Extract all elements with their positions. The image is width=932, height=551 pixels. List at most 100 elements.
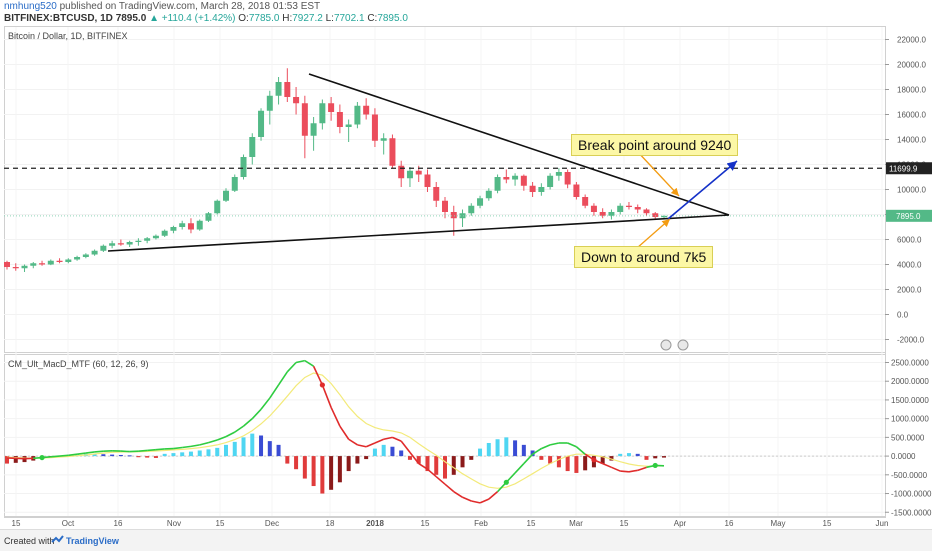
candle-body (512, 176, 518, 180)
macd-line-segment (620, 471, 629, 472)
histogram-bar (662, 456, 666, 457)
histogram-bar (653, 456, 657, 458)
annotation-down-target[interactable]: Down to around 7k5 (574, 246, 713, 268)
candle-body (311, 123, 317, 136)
histogram-bar (504, 437, 508, 456)
histogram-bar (268, 441, 272, 456)
macd-line-segment (270, 385, 279, 398)
signal-line (7, 373, 664, 488)
candle-body (223, 191, 229, 201)
macd-tick-label: 0.0000 (891, 452, 916, 461)
flag-icon-1[interactable] (661, 340, 671, 350)
price-tick-label: 16000.0 (897, 111, 926, 120)
histogram-bar (259, 436, 263, 457)
macd-line-segment (200, 443, 209, 445)
histogram-bar (583, 456, 587, 470)
tradingview-link[interactable]: TradingView (66, 536, 119, 546)
macd-line-segment (121, 451, 130, 452)
candle-body (521, 176, 527, 186)
candle-body (205, 213, 211, 221)
histogram-bar (469, 456, 473, 460)
histogram-bar (163, 454, 167, 456)
candle-body (57, 261, 63, 262)
candle-body (486, 191, 492, 199)
histogram-bar (206, 449, 210, 456)
histogram-bar (478, 449, 482, 456)
candle-body (626, 206, 632, 207)
macd-line-segment (138, 450, 147, 451)
candle-body (135, 241, 141, 242)
axes: 22000.020000.018000.016000.014000.012000… (12, 36, 932, 529)
candle-body (100, 246, 106, 251)
candle-body (293, 97, 299, 103)
time-tick-label: Jun (876, 519, 889, 528)
macd-tick-label: -500.0000 (891, 471, 928, 480)
price-tick-label: 18000.0 (897, 86, 926, 95)
time-tick-label: Apr (674, 519, 687, 528)
annotation-break-point[interactable]: Break point around 9240 (571, 134, 738, 156)
macd-tick-label: -1500.0000 (891, 508, 932, 517)
candle-body (372, 115, 378, 141)
time-tick-label: Mar (569, 519, 583, 528)
macd-line-segment (445, 484, 454, 491)
macd-line-segment (541, 445, 550, 449)
macd-tick-label: -1000.0000 (891, 490, 932, 499)
histogram-bar (128, 455, 132, 456)
candle-body (503, 177, 509, 180)
candle-body (468, 206, 474, 214)
histogram-bar (443, 456, 447, 478)
time-tick-label: 15 (527, 519, 536, 528)
macd-line-segment (454, 492, 463, 498)
histogram-bar (171, 453, 175, 456)
candle-body (477, 198, 483, 206)
histogram-bar (285, 456, 289, 463)
candle-body (416, 171, 422, 175)
time-tick-label: Nov (167, 519, 181, 528)
macd-line-segment (314, 366, 323, 385)
candle-body (337, 112, 343, 127)
macd-indicator (4, 361, 885, 503)
candle-body (118, 243, 124, 244)
histogram-bar (557, 456, 561, 467)
macd-pane-border (5, 355, 886, 517)
candle-body (389, 138, 395, 166)
macd-line-segment (68, 454, 77, 455)
grid (4, 27, 885, 516)
created-with-label: Created with (4, 536, 55, 546)
macd-line-segment (568, 443, 577, 447)
candle-body (153, 236, 159, 239)
macd-line-segment (629, 470, 638, 471)
candle-body (565, 172, 571, 185)
macd-line-segment (349, 439, 358, 445)
time-tick-label: 18 (326, 519, 335, 528)
candle-body (22, 266, 28, 269)
candle-body (188, 223, 194, 229)
tradingview-logo-icon (51, 535, 64, 544)
chart-svg[interactable]: 22000.020000.018000.016000.014000.012000… (0, 0, 932, 529)
candle-body (591, 206, 597, 212)
candle-body (302, 103, 308, 136)
macd-line-segment (226, 432, 235, 436)
histogram-bar (198, 450, 202, 456)
macd-line-segment (173, 447, 182, 448)
macd-cross-dot (504, 480, 509, 485)
price-tick-label: 10000.0 (897, 186, 926, 195)
macd-line-segment (638, 467, 647, 470)
macd-line-segment (182, 446, 191, 447)
price-tick-label: 4000.0 (897, 261, 922, 270)
histogram-bar (496, 439, 500, 456)
price-tick-label: -2000.0 (897, 336, 925, 345)
candle-body (363, 106, 369, 115)
earnings-flag-icons[interactable] (661, 340, 688, 350)
histogram-bar (574, 456, 578, 473)
macd-line-segment (489, 492, 498, 499)
candle-body (495, 177, 501, 191)
flag-icon-2[interactable] (678, 340, 688, 350)
histogram-bar (636, 454, 640, 456)
macd-cross-dot (39, 455, 44, 460)
macd-line-segment (95, 451, 104, 452)
candle-body (652, 213, 658, 217)
macd-line-segment (147, 450, 156, 451)
histogram-bar (390, 447, 394, 456)
histogram-bar (294, 456, 298, 469)
